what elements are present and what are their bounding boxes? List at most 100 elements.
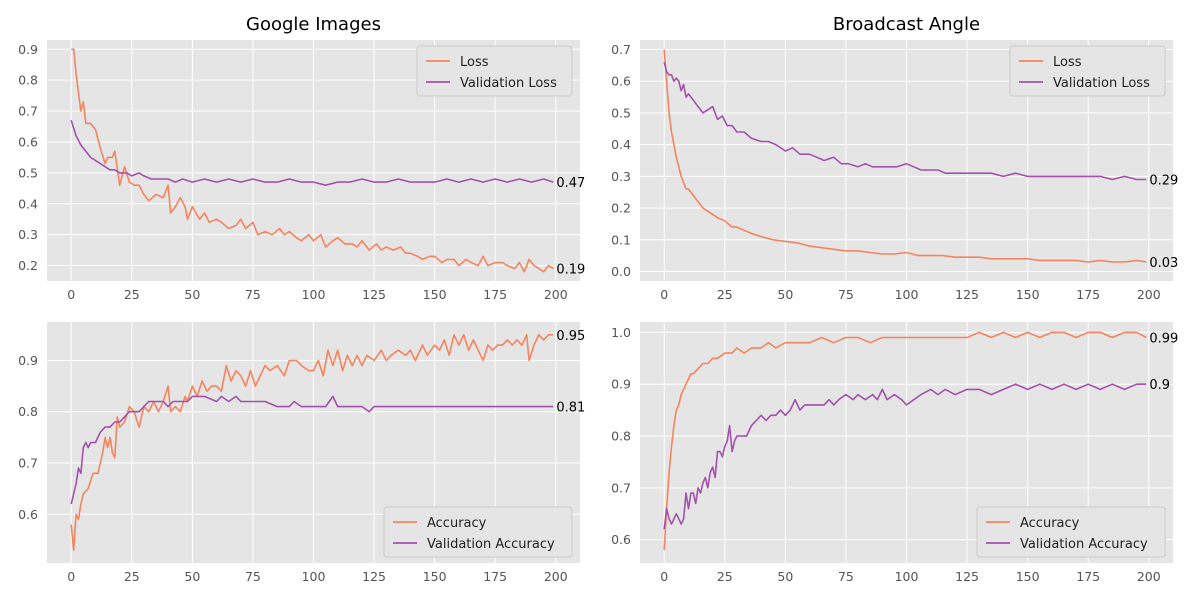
x-tick-label: 0 — [660, 569, 668, 584]
legend-entry: Accuracy — [427, 516, 487, 531]
end-value-label: 0.19 — [556, 263, 585, 278]
y-tick-label: 0.2 — [611, 201, 631, 216]
y-tick-label: 0.6 — [611, 74, 631, 89]
x-tick-label: 125 — [362, 287, 386, 302]
y-tick-label: 0.8 — [18, 404, 38, 419]
y-tick-label: 0.8 — [611, 429, 631, 444]
x-tick-label: 150 — [1016, 287, 1040, 302]
x-tick-label: 50 — [777, 569, 793, 584]
x-tick-label: 200 — [544, 569, 568, 584]
y-tick-label: 0.7 — [18, 104, 38, 119]
x-tick-label: 50 — [184, 569, 200, 584]
y-tick-label: 0.3 — [611, 169, 631, 184]
legend-entry: Validation Loss — [460, 76, 557, 91]
end-value-label: 0.81 — [556, 401, 585, 416]
legend: Accuracy Validation Accuracy — [976, 506, 1166, 558]
series-line-accuracy — [663, 331, 1147, 551]
series-line-loss — [663, 49, 1147, 263]
x-tick-label: 150 — [423, 569, 447, 584]
y-tick-label: 0.0 — [611, 264, 631, 279]
x-tick-label: 50 — [184, 287, 200, 302]
series-line-accuracy — [70, 334, 554, 551]
y-tick-label: 0.9 — [611, 377, 631, 392]
chart-title: Google Images — [246, 14, 381, 35]
x-tick-label: 175 — [483, 569, 507, 584]
x-tick-label: 0 — [67, 569, 75, 584]
x-tick-label: 0 — [67, 287, 75, 302]
y-tick-label: 0.9 — [18, 353, 38, 368]
legend-entry: Validation Accuracy — [427, 537, 555, 552]
x-tick-label: 125 — [362, 569, 386, 584]
series-line-validation-loss — [70, 120, 554, 186]
x-tick-label: 75 — [245, 287, 261, 302]
x-tick-label: 150 — [1016, 569, 1040, 584]
x-tick-label: 175 — [1076, 569, 1100, 584]
x-tick-label: 100 — [895, 569, 919, 584]
x-tick-label: 75 — [838, 569, 854, 584]
x-tick-label: 150 — [423, 287, 447, 302]
x-tick-label: 100 — [302, 287, 326, 302]
x-tick-label: 50 — [777, 287, 793, 302]
y-tick-label: 0.6 — [18, 507, 38, 522]
y-tick-label: 0.2 — [18, 258, 38, 273]
series-line-loss — [71, 48, 554, 273]
y-tick-label: 0.3 — [18, 227, 38, 242]
legend-box — [976, 506, 1166, 558]
end-value-label: 0.9 — [1149, 378, 1170, 393]
y-tick-label: 0.7 — [18, 456, 38, 471]
y-tick-label: 0.8 — [18, 73, 38, 88]
x-tick-label: 75 — [245, 569, 261, 584]
end-value-label: 0.47 — [556, 176, 585, 191]
end-value-label: 0.99 — [1149, 332, 1178, 347]
chart-panel-3: 0 25 50 75 100 125 150 175 200 0.6 0.7 0.8 0.9 1.0 0.9… — [611, 322, 1178, 584]
y-tick-label: 0.5 — [18, 165, 38, 180]
legend-entry: Validation Loss — [1053, 76, 1150, 91]
series-line-validation-accuracy — [70, 395, 554, 505]
y-tick-label: 0.6 — [18, 134, 38, 149]
legend-entry: Loss — [460, 55, 489, 70]
x-tick-label: 25 — [124, 287, 140, 302]
y-tick-label: 0.4 — [18, 196, 38, 211]
chart-panel-0: 0 25 50 75 100 125 150 175 200 0.2 0.3 0.4 0.5 0.6 0.7… — [18, 14, 585, 302]
x-tick-label: 175 — [1076, 287, 1100, 302]
y-tick-label: 0.9 — [18, 42, 38, 57]
legend-box — [1009, 45, 1166, 97]
legend-entry: Validation Accuracy — [1020, 537, 1148, 552]
legend-box — [383, 506, 573, 558]
x-tick-label: 0 — [660, 287, 668, 302]
x-tick-label: 75 — [838, 287, 854, 302]
y-tick-label: 1.0 — [611, 325, 631, 340]
chart-panel-2: 0 25 50 75 100 125 150 175 200 0.6 0.7 0.8 0.9 0.95 0.… — [18, 322, 585, 584]
x-tick-label: 100 — [895, 287, 919, 302]
end-value-label: 0.03 — [1149, 256, 1178, 271]
end-value-label: 0.95 — [556, 329, 585, 344]
x-tick-label: 100 — [302, 569, 326, 584]
x-tick-label: 200 — [1137, 287, 1161, 302]
legend: Loss Validation Loss — [416, 45, 573, 97]
x-tick-label: 175 — [483, 287, 507, 302]
legend-box — [416, 45, 573, 97]
x-tick-label: 125 — [955, 287, 979, 302]
x-tick-label: 200 — [544, 287, 568, 302]
y-tick-label: 0.5 — [611, 105, 631, 120]
x-tick-label: 125 — [955, 569, 979, 584]
y-tick-label: 0.1 — [611, 232, 631, 247]
series-line-validation-accuracy — [663, 383, 1147, 530]
end-value-label: 0.29 — [1149, 174, 1178, 189]
legend-entry: Loss — [1053, 55, 1082, 70]
legend: Loss Validation Loss — [1009, 45, 1166, 97]
chart-title: Broadcast Angle — [833, 14, 980, 35]
y-tick-label: 0.7 — [611, 480, 631, 495]
y-tick-label: 0.4 — [611, 137, 631, 152]
x-tick-label: 25 — [717, 287, 733, 302]
series-line-validation-loss — [663, 62, 1147, 181]
y-tick-label: 0.7 — [611, 42, 631, 57]
x-tick-label: 25 — [717, 569, 733, 584]
y-tick-label: 0.6 — [611, 532, 631, 547]
x-tick-label: 200 — [1137, 569, 1161, 584]
x-tick-label: 25 — [124, 569, 140, 584]
legend-entry: Accuracy — [1020, 516, 1080, 531]
legend: Accuracy Validation Accuracy — [383, 506, 573, 558]
chart-panel-1: 0 25 50 75 100 125 150 175 200 0.0 0.1 0.2 0.3 0.4 0.5… — [611, 14, 1178, 302]
